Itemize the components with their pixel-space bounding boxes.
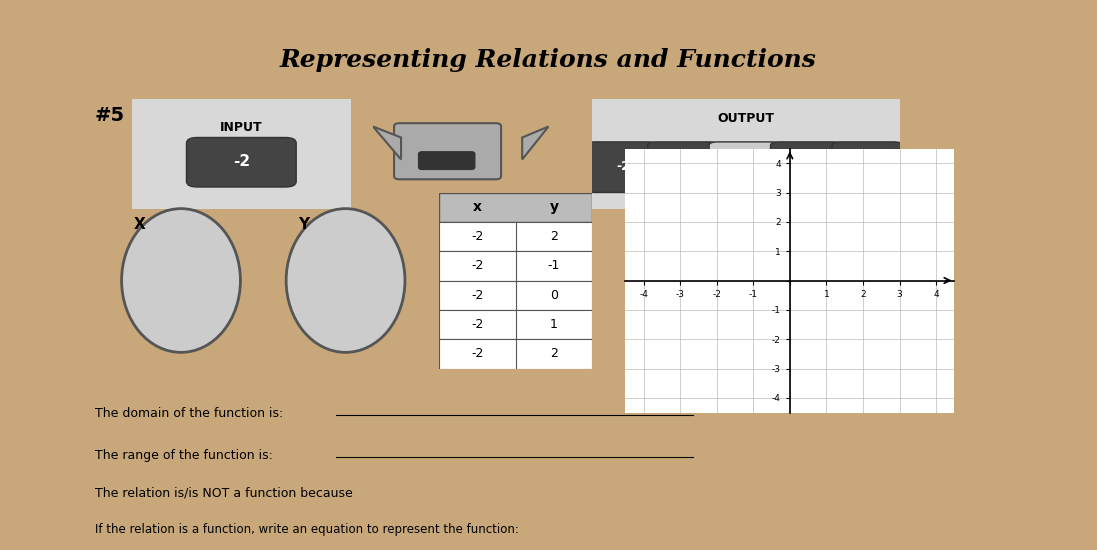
FancyBboxPatch shape [439, 280, 592, 310]
Text: y: y [550, 200, 558, 214]
Text: -2: -2 [471, 230, 484, 243]
Text: 1: 1 [803, 160, 812, 173]
Text: -2: -2 [471, 348, 484, 360]
FancyBboxPatch shape [439, 251, 592, 280]
Polygon shape [373, 126, 402, 160]
Text: 2: 2 [550, 348, 558, 360]
Ellipse shape [122, 208, 240, 353]
Ellipse shape [286, 208, 405, 353]
Text: -1: -1 [547, 260, 561, 272]
FancyBboxPatch shape [186, 138, 296, 187]
Text: -2: -2 [617, 160, 630, 173]
Text: 1: 1 [550, 318, 558, 331]
FancyBboxPatch shape [439, 192, 592, 222]
Text: X: X [134, 217, 145, 232]
FancyBboxPatch shape [439, 339, 592, 369]
FancyBboxPatch shape [709, 142, 780, 192]
Text: OUTPUT: OUTPUT [717, 112, 774, 125]
Text: -2: -2 [471, 318, 484, 331]
FancyBboxPatch shape [394, 123, 501, 179]
FancyBboxPatch shape [584, 96, 908, 212]
FancyBboxPatch shape [770, 142, 841, 192]
FancyBboxPatch shape [647, 142, 719, 192]
Text: If the relation is a function, write an equation to represent the function:: If the relation is a function, write an … [94, 523, 519, 536]
Text: x: x [473, 200, 482, 214]
Text: Representing Relations and Functions: Representing Relations and Functions [280, 48, 817, 72]
Text: -2: -2 [233, 154, 250, 169]
Text: -2: -2 [471, 260, 484, 272]
Text: INPUT: INPUT [220, 121, 262, 134]
Text: 0: 0 [550, 289, 558, 301]
Text: #5: #5 [94, 106, 125, 125]
Text: -2: -2 [471, 289, 484, 301]
FancyBboxPatch shape [439, 310, 592, 339]
FancyBboxPatch shape [586, 142, 657, 192]
Text: The relation is/is NOT a function because: The relation is/is NOT a function becaus… [94, 486, 352, 499]
Text: 2: 2 [864, 160, 873, 173]
Polygon shape [522, 126, 548, 160]
Text: The domain of the function is:: The domain of the function is: [94, 407, 283, 420]
Text: 2: 2 [550, 230, 558, 243]
Text: The range of the function is:: The range of the function is: [94, 449, 273, 462]
Text: -1: -1 [678, 160, 691, 173]
FancyBboxPatch shape [832, 142, 903, 192]
Text: Y: Y [298, 217, 309, 232]
FancyBboxPatch shape [125, 96, 358, 212]
FancyBboxPatch shape [439, 222, 592, 251]
FancyBboxPatch shape [419, 152, 475, 169]
Text: 0: 0 [742, 160, 750, 173]
